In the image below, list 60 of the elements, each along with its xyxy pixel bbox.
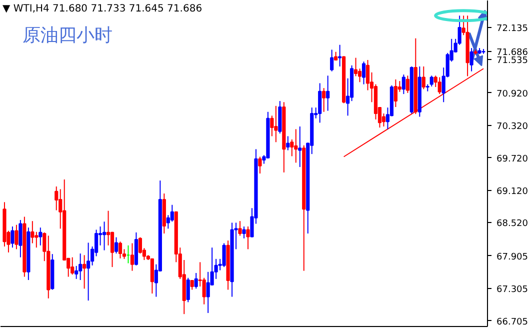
candlestick [202, 277, 206, 305]
candlestick [338, 44, 342, 67]
candlestick [86, 242, 90, 302]
candlestick [362, 61, 366, 85]
text: 原油四小时 [22, 24, 112, 46]
candlestick [186, 277, 190, 303]
candlestick [102, 221, 106, 251]
candlestick [270, 115, 274, 137]
candlestick [222, 242, 226, 268]
y-tick-label: 67.905 [496, 252, 528, 262]
candlestick [54, 186, 58, 211]
y-tick-label: 69.120 [496, 186, 528, 197]
candlestick [114, 236, 118, 254]
candlestick [294, 128, 298, 164]
candlestick [82, 254, 86, 290]
candlestick [38, 227, 42, 246]
candlestick [394, 78, 398, 108]
candlestick [150, 258, 154, 294]
candlestick [438, 76, 442, 95]
candlestick [258, 156, 262, 174]
candlestick [406, 75, 410, 94]
candlestick [190, 280, 194, 290]
chart-title: ▼ WTI,H4 71.680 71.733 71.645 71.686 [2, 4, 202, 14]
candlestick [318, 82, 322, 124]
y-tick-label: 67.305 [496, 284, 528, 295]
y-tick-label: 70.320 [496, 122, 528, 132]
candlestick [430, 75, 434, 87]
candlestick [298, 126, 302, 168]
candlestick [34, 231, 38, 248]
y-tick-label: 68.520 [496, 219, 528, 230]
y-tick-label: 71.535 [496, 56, 528, 66]
candlestick [206, 271, 210, 314]
candlestick [74, 265, 78, 280]
candlestick [18, 219, 22, 258]
candlestick [78, 253, 82, 281]
y-tick-label: 72.135 [496, 24, 528, 34]
candlestick [30, 220, 34, 244]
candlestick [422, 66, 426, 90]
candlestick [402, 74, 406, 95]
candlestick [286, 136, 290, 151]
candlestick [170, 204, 174, 222]
candlestick [322, 88, 326, 112]
candlestick [330, 49, 334, 72]
candlestick [70, 256, 74, 276]
y-tick-label: 69.720 [496, 154, 528, 164]
y-tick-label: 70.920 [496, 89, 528, 100]
candlestick [326, 75, 330, 112]
candlestick [354, 57, 358, 77]
candlestick [14, 224, 18, 250]
candlestick [470, 48, 474, 72]
y-tick-label: 66.705 [496, 317, 528, 328]
candlestick [242, 226, 246, 239]
candlestick [130, 242, 134, 272]
candlestick [238, 220, 242, 236]
candlestick [290, 138, 294, 157]
candlestick [274, 105, 278, 143]
candlestick [246, 226, 250, 250]
candlestick [10, 226, 14, 248]
candlestick [118, 241, 122, 259]
candlestick [194, 272, 198, 290]
